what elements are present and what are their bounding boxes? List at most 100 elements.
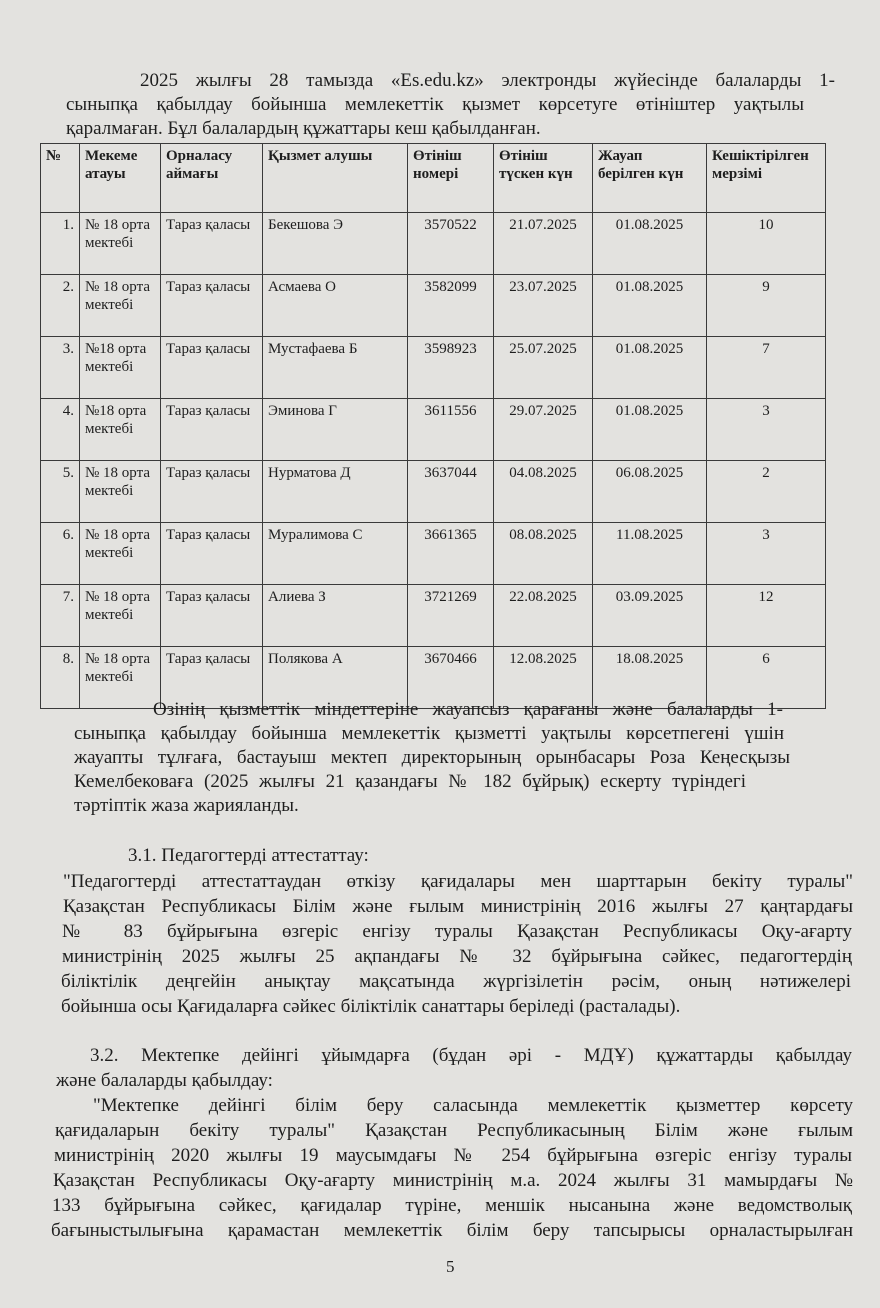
table-cell: 2: [706, 460, 826, 523]
text-line: министрінің 2025 жылғы 25 ақпандағы № 32…: [62, 946, 852, 967]
table-cell: Тараз қаласы: [160, 584, 263, 647]
table-cell: 3.: [40, 336, 80, 399]
table-cell: 03.09.2025: [592, 584, 707, 647]
late-applications-table: № Мекеме атауы Орналасу аймағы Қызмет алушы…: [40, 143, 826, 709]
table-cell: Мустафаева Б: [262, 336, 408, 399]
text-line: "Педагогтерді аттестаттаудан өткізу қағи…: [63, 871, 853, 892]
text-line: № 83 бұйрығына өзгеріс енгізу туралы Қаз…: [62, 921, 852, 942]
table-cell: 3661365: [407, 522, 494, 585]
text-line: сыныпқа қабылдау бойынша мемлекеттік қыз…: [66, 94, 804, 115]
column-header: Орналасу аймағы: [160, 143, 263, 213]
section-heading: 3.1. Педагогтерді аттестаттау:: [128, 845, 369, 866]
column-header: Кешіктірілген мерзімі: [706, 143, 826, 213]
table-cell: Муралимова С: [262, 522, 408, 585]
text-line: жауапты тұлғаға, бастауыш мектеп директо…: [74, 747, 790, 768]
table-cell: 6: [706, 646, 826, 709]
table-cell: 2.: [40, 274, 80, 337]
table-cell: 3: [706, 522, 826, 585]
table-cell: 7: [706, 336, 826, 399]
table-row: 1. № 18 орта мектебі Тараз қаласы Бекешова …: [40, 212, 826, 275]
table-cell: № 18 орта мектебі: [79, 522, 161, 585]
table-cell: 3598923: [407, 336, 494, 399]
table-cell: 3582099: [407, 274, 494, 337]
table-cell: № 18 орта мектебі: [79, 646, 161, 709]
table-row: 2. № 18 орта мектебі Тараз қаласы Асмаева О…: [40, 274, 826, 337]
table-cell: Бекешова Э: [262, 212, 408, 275]
text-line: министрінің 2020 жылғы 19 маусымдағы № 2…: [54, 1145, 852, 1166]
table-row: 8. № 18 орта мектебі Тараз қаласы Полякова …: [40, 646, 826, 709]
table-cell: Тараз қаласы: [160, 212, 263, 275]
table-cell: 3611556: [407, 398, 494, 461]
section-heading: және балаларды қабылдау:: [56, 1070, 273, 1091]
table-cell: 3670466: [407, 646, 494, 709]
text-line: сыныпқа қабылдау бойынша мемлекеттік қыз…: [74, 723, 784, 744]
text-line: бағыныстылығына қарамастан мемлекеттік б…: [51, 1220, 853, 1241]
table-cell: 6.: [40, 522, 80, 585]
table-cell: 18.08.2025: [592, 646, 707, 709]
table-cell: 3570522: [407, 212, 494, 275]
column-header: №: [40, 143, 80, 213]
table-cell: 01.08.2025: [592, 274, 707, 337]
table-cell: 06.08.2025: [592, 460, 707, 523]
table-cell: 7.: [40, 584, 80, 647]
table-header-row: № Мекеме атауы Орналасу аймағы Қызмет алушы…: [40, 143, 826, 213]
table-cell: 01.08.2025: [592, 398, 707, 461]
table-cell: 29.07.2025: [493, 398, 593, 461]
table-cell: Тараз қаласы: [160, 398, 263, 461]
text-line: Қазақстан Республикасы Білім және ғылым …: [63, 896, 853, 917]
table-cell: 8.: [40, 646, 80, 709]
table-cell: №18 орта мектебі: [79, 398, 161, 461]
column-header: Өтініш түскен күн: [493, 143, 593, 213]
table-cell: Нурматова Д: [262, 460, 408, 523]
text-line: бойынша осы Қағидаларға сәйкес біліктілі…: [61, 996, 681, 1017]
table-cell: 25.07.2025: [493, 336, 593, 399]
table-cell: Алиева З: [262, 584, 408, 647]
table-cell: 08.08.2025: [493, 522, 593, 585]
table-cell: 22.08.2025: [493, 584, 593, 647]
table-cell: Тараз қаласы: [160, 336, 263, 399]
table-cell: Тараз қаласы: [160, 522, 263, 585]
table-cell: 12.08.2025: [493, 646, 593, 709]
table-cell: 01.08.2025: [592, 212, 707, 275]
table-cell: 4.: [40, 398, 80, 461]
table-cell: Полякова А: [262, 646, 408, 709]
table-cell: 11.08.2025: [592, 522, 707, 585]
column-header: Жауап берілген күн: [592, 143, 707, 213]
table-cell: №18 орта мектебі: [79, 336, 161, 399]
table-row: 6. № 18 орта мектебі Тараз қаласы Муралимов…: [40, 522, 826, 585]
table-cell: Эминова Г: [262, 398, 408, 461]
column-header: Қызмет алушы: [262, 143, 408, 213]
table-cell: № 18 орта мектебі: [79, 274, 161, 337]
table-cell: 21.07.2025: [493, 212, 593, 275]
table-cell: 01.08.2025: [592, 336, 707, 399]
table-cell: 3721269: [407, 584, 494, 647]
table-cell: № 18 орта мектебі: [79, 460, 161, 523]
table-cell: 23.07.2025: [493, 274, 593, 337]
table-cell: 04.08.2025: [493, 460, 593, 523]
table-cell: 3637044: [407, 460, 494, 523]
table-cell: 1.: [40, 212, 80, 275]
table-row: 5. № 18 орта мектебі Тараз қаласы Нурматова…: [40, 460, 826, 523]
table-cell: 12: [706, 584, 826, 647]
table-row: 3. №18 орта мектебі Тараз қаласы Мустафаева…: [40, 336, 826, 399]
table-cell: 9: [706, 274, 826, 337]
table-cell: 5.: [40, 460, 80, 523]
text-line: Қазақстан Республикасы Оқу-ағарту минист…: [53, 1170, 853, 1191]
text-line: қаралмаған. Бұл балалардың құжаттары кеш…: [66, 118, 541, 139]
table-cell: Тараз қаласы: [160, 646, 263, 709]
column-header: Мекеме атауы: [79, 143, 161, 213]
page-number: 5: [446, 1257, 455, 1276]
table-cell: Асмаева О: [262, 274, 408, 337]
text-line: қағидаларын бекіту туралы" Қазақстан Рес…: [55, 1120, 853, 1141]
text-line: Кемелбековаға (2025 жылғы 21 қазандағы №…: [74, 771, 746, 792]
table-cell: № 18 орта мектебі: [79, 584, 161, 647]
table-cell: 10: [706, 212, 826, 275]
section-heading: 3.2. Мектепке дейінгі ұйымдарға (бұдан ә…: [90, 1045, 852, 1066]
text-line: 2025 жылғы 28 тамызда «Es.edu.kz» электр…: [140, 70, 835, 91]
text-line: біліктілік деңгейін анықтау мақсатында ж…: [61, 971, 851, 992]
table-cell: № 18 орта мектебі: [79, 212, 161, 275]
text-line: Өзінің қызметтік міндеттеріне жауапсыз қ…: [153, 699, 783, 720]
column-header: Өтініш номері: [407, 143, 494, 213]
